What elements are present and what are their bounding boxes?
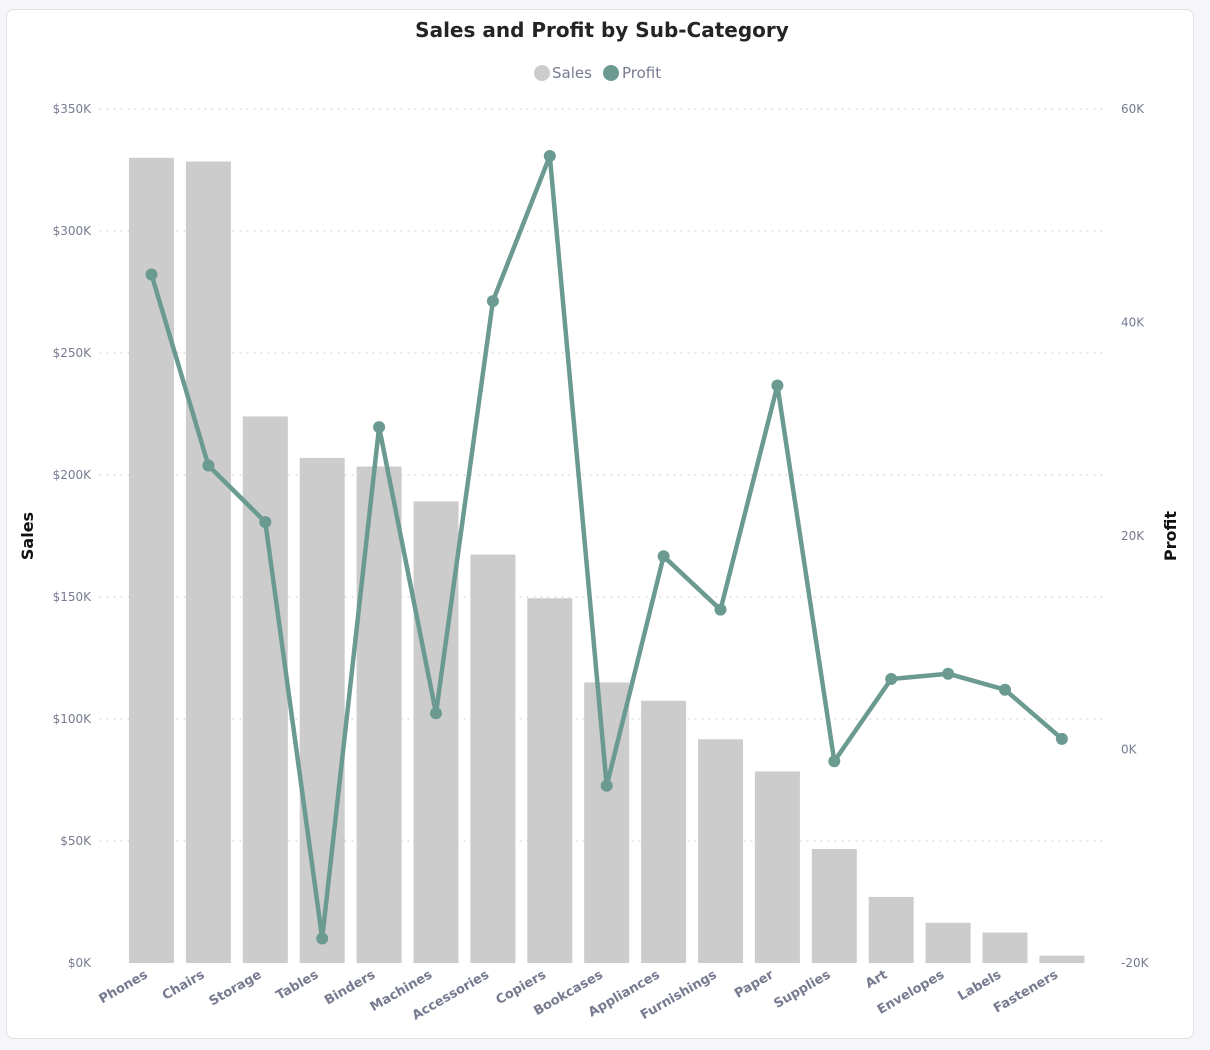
bar-storage (242, 416, 288, 963)
y-right-tick-label: 20K (1121, 529, 1145, 543)
y-axis-right-ticks: -20K 0K 20K 40K 60K (1121, 102, 1150, 970)
bar-appliances (641, 700, 687, 963)
bar-paper (754, 771, 800, 963)
profit-point-chairs (202, 459, 215, 472)
profit-point-labels (999, 683, 1011, 696)
x-tick-label: Chairs (160, 967, 208, 1003)
profit-point-copiers (543, 149, 556, 162)
y-left-tick-label: $350K (53, 102, 93, 116)
bar-binders (356, 466, 402, 963)
profit-point-supplies (828, 755, 841, 768)
profit-point-storage (259, 516, 272, 529)
y-right-tick-label: 60K (1121, 102, 1145, 116)
x-tick-label: Art (863, 967, 890, 991)
y-left-tick-label: $300K (53, 224, 93, 238)
x-tick-label: Tables (274, 967, 322, 1003)
x-tick-label: Paper (732, 967, 777, 1002)
x-axis-category-labels: Phones Chairs Storage Tables BindersMachines… (97, 967, 1061, 1023)
legend-label-sales: Sales (552, 64, 592, 82)
y-left-tick-label: $50K (60, 834, 92, 848)
y-left-tick-label: $0K (68, 956, 92, 970)
profit-point-paper (771, 379, 784, 392)
bar-machines (413, 501, 459, 963)
x-tick-label: Fasteners (991, 967, 1061, 1016)
y-right-tick-label: 40K (1121, 316, 1145, 330)
bar-tables (299, 457, 345, 963)
profit-point-appliances (657, 550, 670, 563)
x-tick-label: Phones (97, 967, 151, 1007)
bar-chairs (185, 161, 231, 963)
profit-point-accessories (486, 295, 499, 308)
profit-point-bookcases (600, 779, 613, 792)
legend: Sales Profit (534, 64, 661, 82)
y-axis-left-title: Sales (18, 512, 37, 560)
profit-point-fasteners (1055, 732, 1068, 745)
profit-point-phones (145, 268, 158, 281)
bar-art (868, 896, 914, 963)
legend-marker-sales (534, 65, 550, 81)
bar-supplies (811, 849, 857, 963)
profit-point-envelopes (942, 667, 955, 680)
x-tick-label: Storage (207, 967, 265, 1009)
profit-point-furnishings (714, 603, 727, 616)
y-left-tick-label: $250K (53, 346, 93, 360)
profit-point-tables (316, 932, 329, 945)
y-right-tick-label: -20K (1121, 956, 1150, 970)
profit-point-binders (373, 421, 386, 434)
legend-item-sales[interactable]: Sales (534, 64, 592, 82)
bar-copiers (527, 598, 573, 963)
bar-envelopes (925, 922, 971, 963)
legend-item-profit[interactable]: Profit (603, 64, 661, 82)
x-tick-label: Labels (955, 967, 1004, 1004)
y-left-tick-label: $150K (53, 590, 93, 604)
chart-title: Sales and Profit by Sub-Category (415, 18, 789, 42)
bar-accessories (470, 554, 516, 963)
y-right-tick-label: 0K (1121, 743, 1138, 757)
bar-fasteners (1039, 955, 1085, 963)
legend-label-profit: Profit (622, 64, 661, 82)
bar-phones (129, 157, 174, 964)
bar-labels (982, 932, 1028, 963)
y-axis-left-ticks: $0K $50K $100K $150K $200K $250K $300K $350K (53, 102, 93, 970)
profit-point-machines (430, 707, 442, 720)
legend-marker-profit (603, 65, 619, 81)
bar-furnishings (698, 739, 743, 963)
y-left-tick-label: $200K (53, 468, 93, 482)
y-axis-right-title: Profit (1161, 511, 1180, 561)
x-tick-label: Supplies (771, 967, 833, 1011)
y-left-tick-label: $100K (53, 712, 93, 726)
profit-point-art (885, 673, 898, 686)
profit-line (145, 149, 1068, 945)
